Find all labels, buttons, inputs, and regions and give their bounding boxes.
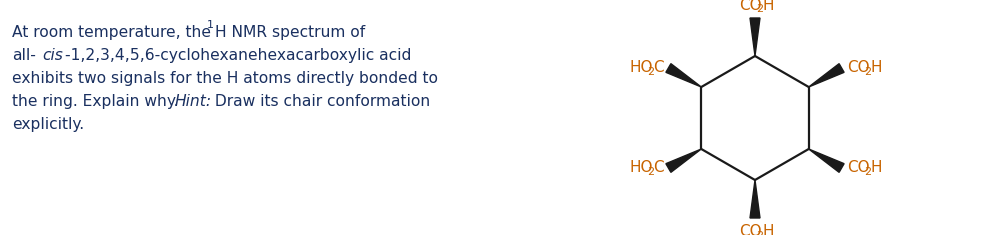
- Text: 1: 1: [207, 20, 214, 30]
- Text: 2: 2: [756, 4, 763, 14]
- Polygon shape: [750, 18, 760, 56]
- Text: -1,2,3,4,5,6-cyclohexanehexacarboxylic acid: -1,2,3,4,5,6-cyclohexanehexacarboxylic a…: [65, 48, 411, 63]
- Polygon shape: [809, 64, 844, 87]
- Text: H: H: [871, 161, 882, 176]
- Text: exhibits two signals for the H atoms directly bonded to: exhibits two signals for the H atoms dir…: [12, 71, 438, 86]
- Text: HO: HO: [629, 161, 653, 176]
- Polygon shape: [809, 149, 844, 172]
- Text: Draw its chair conformation: Draw its chair conformation: [210, 94, 430, 109]
- Text: CO: CO: [848, 60, 870, 75]
- Text: C: C: [653, 60, 664, 75]
- Text: 2: 2: [756, 231, 763, 235]
- Polygon shape: [750, 180, 760, 218]
- Text: 2: 2: [865, 167, 872, 177]
- Text: At room temperature, the: At room temperature, the: [12, 25, 216, 40]
- Text: 2: 2: [647, 167, 655, 177]
- Text: HO: HO: [629, 60, 653, 75]
- Polygon shape: [666, 64, 701, 87]
- Text: 2: 2: [865, 67, 872, 77]
- Text: CO: CO: [739, 224, 762, 235]
- Polygon shape: [666, 149, 701, 172]
- Text: C: C: [653, 161, 664, 176]
- Text: H: H: [871, 60, 882, 75]
- Text: cis: cis: [42, 48, 63, 63]
- Text: CO: CO: [848, 161, 870, 176]
- Text: explicitly.: explicitly.: [12, 117, 84, 132]
- Text: H: H: [762, 224, 774, 235]
- Text: H: H: [762, 0, 774, 12]
- Text: CO: CO: [739, 0, 762, 12]
- Text: H NMR spectrum of: H NMR spectrum of: [215, 25, 365, 40]
- Text: the ring. Explain why.: the ring. Explain why.: [12, 94, 184, 109]
- Text: all-: all-: [12, 48, 36, 63]
- Text: Hint:: Hint:: [175, 94, 212, 109]
- Text: 2: 2: [647, 67, 655, 77]
